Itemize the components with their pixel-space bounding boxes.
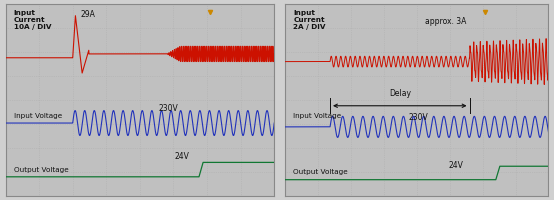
Text: 230V: 230V [158, 104, 178, 113]
Text: Delay: Delay [389, 89, 411, 98]
Text: Output Voltage: Output Voltage [14, 167, 68, 173]
Text: 230V: 230V [409, 113, 429, 122]
Text: Input
Current
2A / DIV: Input Current 2A / DIV [293, 10, 326, 30]
Text: Input Voltage: Input Voltage [293, 113, 341, 119]
Text: 24V: 24V [175, 152, 189, 161]
Text: Input Voltage: Input Voltage [14, 113, 62, 119]
Text: approx. 3A: approx. 3A [425, 17, 466, 26]
Text: Input
Current
10A / DIV: Input Current 10A / DIV [14, 10, 51, 30]
Text: Output Voltage: Output Voltage [293, 169, 348, 175]
Text: 24V: 24V [449, 161, 463, 170]
Text: 29A: 29A [81, 10, 96, 19]
